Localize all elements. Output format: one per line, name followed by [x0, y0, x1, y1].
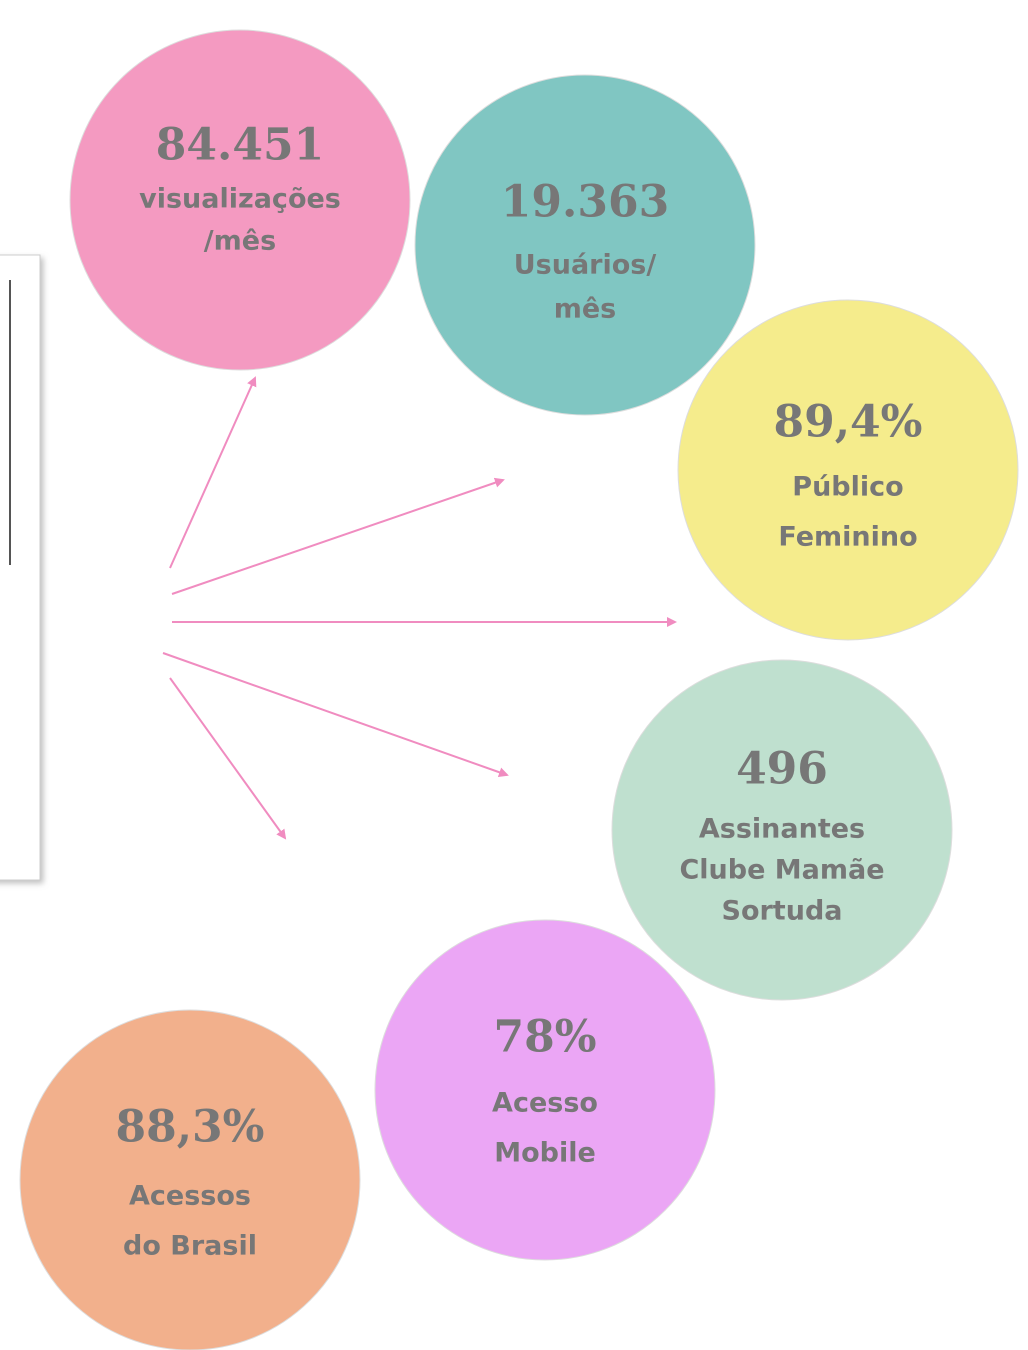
bubble-label: Acesso	[492, 1088, 598, 1119]
bubble-label: Assinantes	[699, 814, 865, 845]
arrows	[162, 376, 677, 840]
bubble-label: Público	[792, 472, 903, 503]
bubble-value: 89,4%	[774, 397, 923, 448]
bubble-label: Feminino	[778, 522, 917, 553]
bubble	[19, 1009, 361, 1350]
bubble-label: Mobile	[494, 1138, 596, 1169]
bubble	[414, 74, 756, 416]
bubble-label: visualizações	[139, 184, 341, 215]
bubble-label: Sortuda	[722, 896, 843, 927]
bubble-value: 88,3%	[116, 1102, 265, 1153]
bubble-label: Clube Mamãe	[679, 855, 884, 886]
bubble-value: 78%	[493, 1012, 596, 1063]
bubble-value: 19.363	[501, 177, 669, 228]
bubble-label: mês	[554, 294, 617, 325]
bubble	[374, 919, 716, 1261]
bubble-value: 496	[736, 744, 828, 795]
bubble-label: Acessos	[129, 1181, 251, 1212]
bubble-label: Usuários/	[514, 250, 657, 281]
bubble-value: 84.451	[156, 120, 324, 171]
bubble	[69, 29, 411, 371]
bubble-label: do Brasil	[123, 1231, 257, 1262]
bubble-label: /mês	[204, 226, 276, 257]
bubble	[611, 659, 953, 1001]
bubbles: 84.451 visualizações/mês 19.363 Usuários/mê…	[19, 29, 1019, 1350]
side-panel	[0, 254, 41, 881]
bubble	[677, 299, 1019, 641]
